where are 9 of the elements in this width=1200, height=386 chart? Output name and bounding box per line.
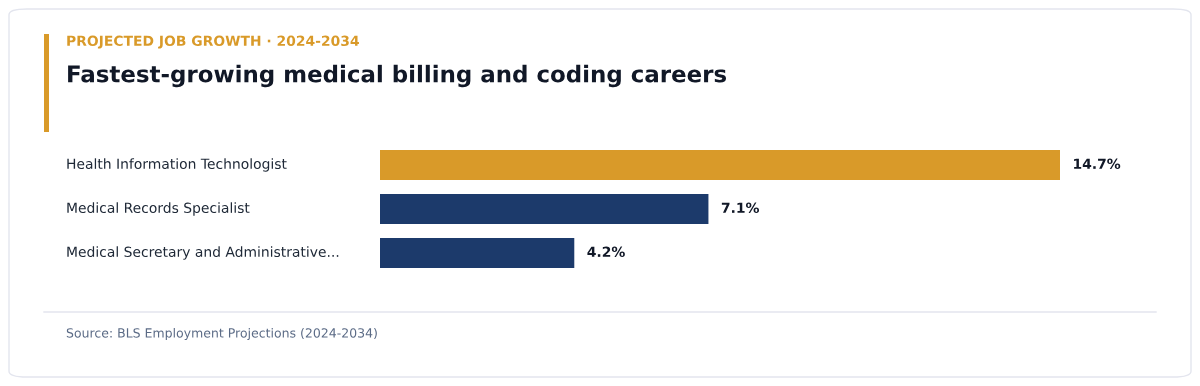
text: PROJECTED JOB GROWTH · 2024-2034 — [67, 35, 359, 49]
y-tick-label: Medical Records Specialist — [67, 202, 250, 216]
data-label: 7.1% — [721, 202, 760, 214]
y-tick-label: Health Information Technologist — [67, 158, 287, 172]
y-tick-label: Medical Secretary and Administrative... — [67, 246, 339, 260]
data-label: 14.7% — [1074, 158, 1121, 170]
data-label: 4.2% — [587, 246, 625, 258]
source-note: Source: BLS Employment Projections (2024-2034) — [66, 327, 377, 341]
chart-title: Fastest-growing medical billing and coding careers — [68, 64, 727, 88]
